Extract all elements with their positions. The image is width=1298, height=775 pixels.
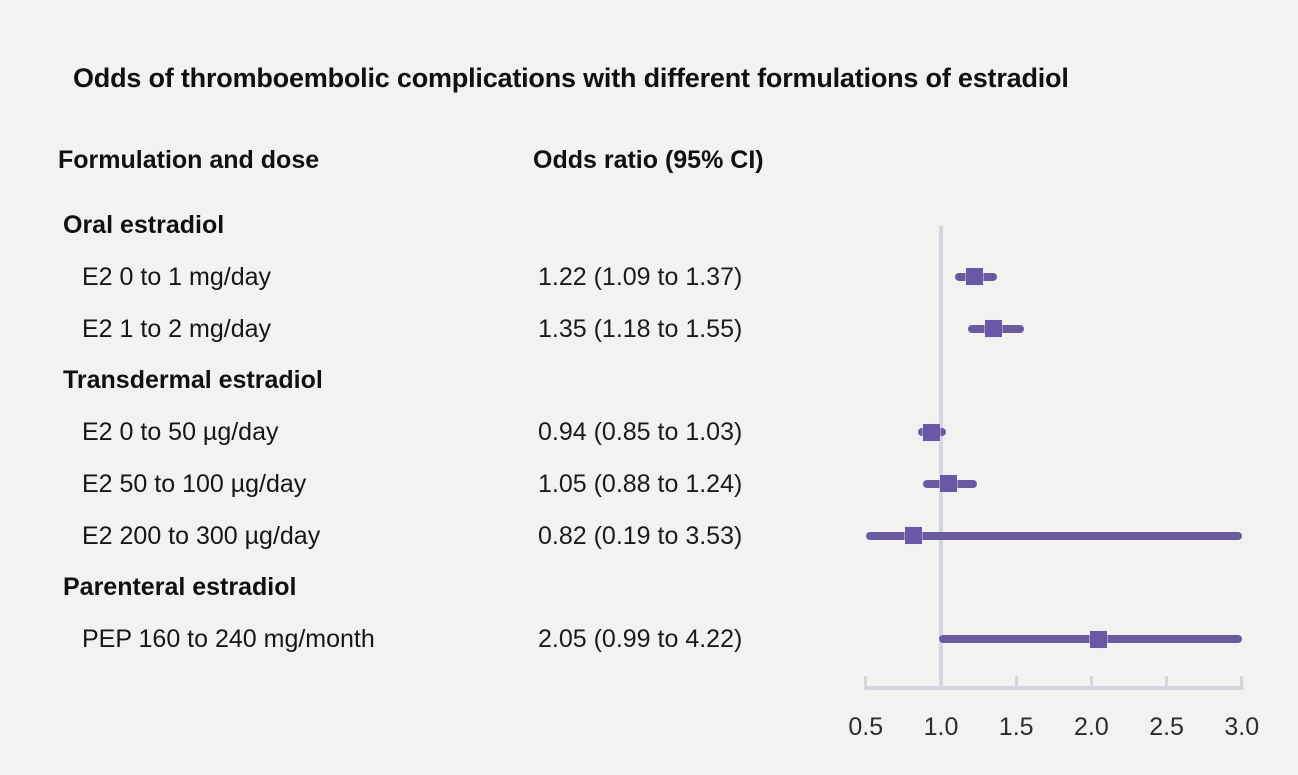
axis-tick-label: 0.5 bbox=[848, 713, 884, 741]
odds-ratio-marker bbox=[923, 423, 941, 441]
column-header-odds-ratio: Odds ratio (95% CI) bbox=[533, 146, 764, 174]
row-odds-ratio-value: 1.05 (0.88 to 1.24) bbox=[538, 469, 743, 498]
reference-line bbox=[939, 226, 943, 688]
axis-tick bbox=[1165, 676, 1169, 686]
odds-ratio-marker bbox=[965, 268, 983, 286]
axis-tick bbox=[939, 676, 943, 686]
row-item-label: PEP 160 to 240 mg/month bbox=[82, 625, 375, 653]
axis-tick-label: 2.5 bbox=[1149, 713, 1184, 741]
row-odds-ratio-value: 0.94 (0.85 to 1.03) bbox=[538, 418, 743, 446]
row-odds-ratio-value: 2.05 (0.99 to 4.22) bbox=[538, 625, 743, 653]
row-odds-ratio-value: 1.35 (1.18 to 1.55) bbox=[538, 314, 743, 343]
row-group-label: Transdermal estradiol bbox=[63, 366, 323, 395]
confidence-interval-line bbox=[865, 531, 1242, 540]
odds-ratio-marker bbox=[940, 475, 958, 493]
axis-tick-label: 3.0 bbox=[1224, 713, 1260, 741]
odds-ratio-marker bbox=[1090, 630, 1108, 648]
row-item-label: E2 0 to 1 mg/day bbox=[82, 262, 272, 291]
row-item-label: E2 1 to 2 mg/day bbox=[82, 314, 272, 343]
odds-ratio-marker bbox=[985, 320, 1003, 337]
axis-tick bbox=[1014, 676, 1018, 686]
column-header-formulation: Formulation and dose bbox=[58, 146, 320, 174]
row-item-label: E2 50 to 100 µg/day bbox=[82, 469, 307, 498]
axis-tick-label: 1.5 bbox=[998, 713, 1034, 741]
row-item-label: E2 0 to 50 µg/day bbox=[82, 418, 279, 446]
axis-tick bbox=[864, 676, 868, 686]
axis-tick-label: 1.0 bbox=[923, 713, 959, 741]
axis-tick bbox=[1089, 676, 1093, 686]
axis-tick bbox=[1240, 676, 1244, 686]
row-item-label: E2 200 to 300 µg/day bbox=[82, 521, 321, 550]
chart-title: Odds of thromboembolic complications wit… bbox=[73, 63, 1069, 93]
row-group-label: Parenteral estradiol bbox=[63, 573, 297, 602]
row-group-label: Oral estradiol bbox=[63, 211, 225, 239]
row-odds-ratio-value: 1.22 (1.09 to 1.37) bbox=[538, 262, 743, 291]
x-axis-line bbox=[863, 686, 1244, 690]
axis-tick-label: 2.0 bbox=[1074, 713, 1109, 741]
row-odds-ratio-value: 0.82 (0.19 to 3.53) bbox=[538, 521, 743, 550]
odds-ratio-marker bbox=[905, 527, 923, 544]
